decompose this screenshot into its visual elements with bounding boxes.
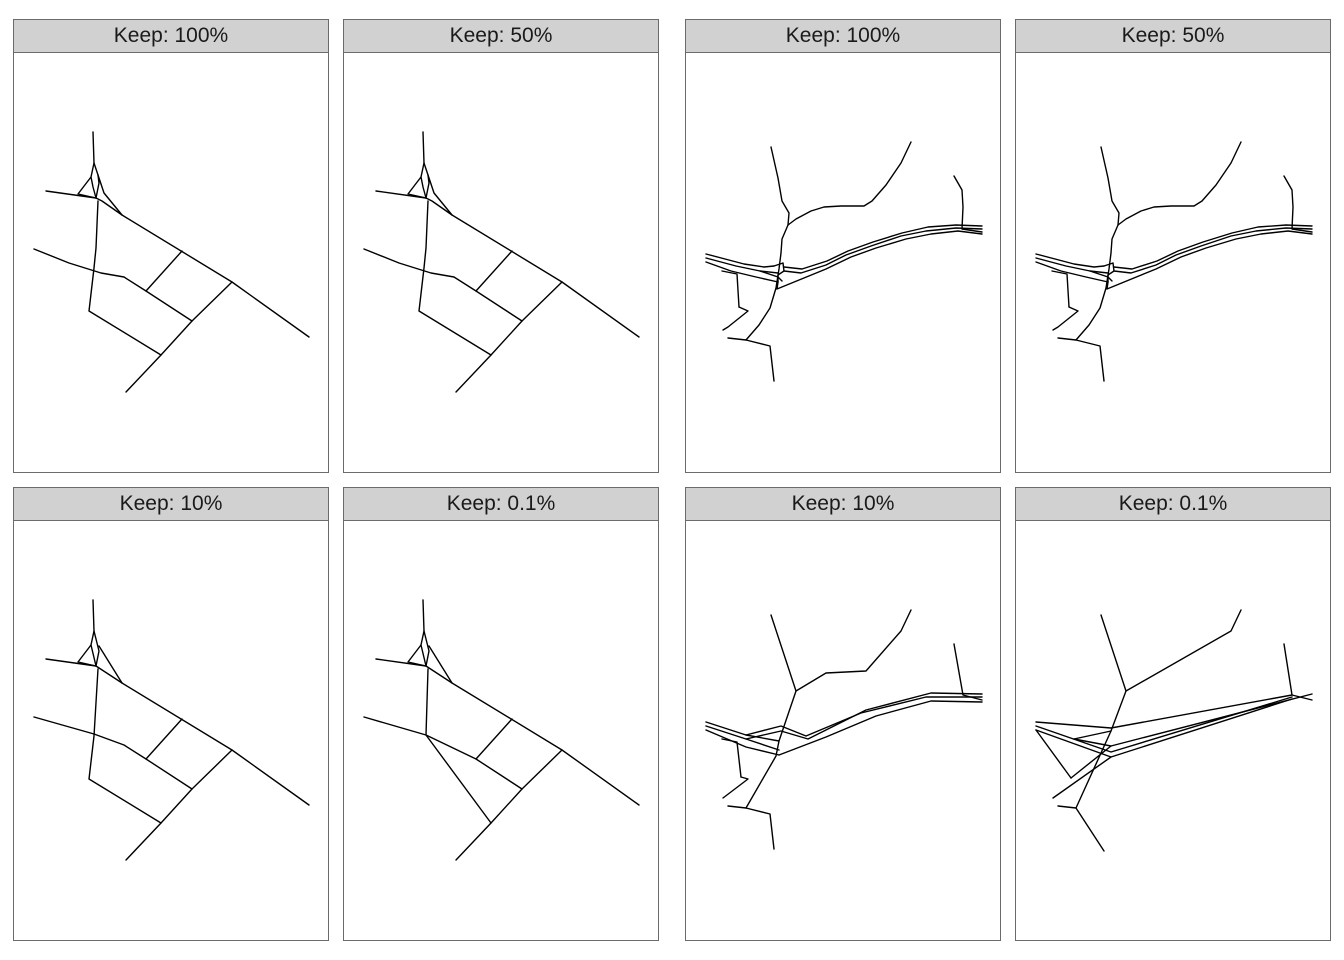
road-network-b-10 <box>705 609 983 850</box>
road-network-b-0-1 <box>1035 609 1313 852</box>
panel-title: Keep: 0.1% <box>344 488 658 521</box>
panel-title: Keep: 0.1% <box>1016 488 1330 521</box>
road-network-a-50 <box>363 131 640 393</box>
road-network-b-50 <box>1035 141 1313 382</box>
panel-title: Keep: 50% <box>1016 20 1330 53</box>
panel-a-keep-50: Keep: 50% <box>343 19 659 473</box>
panel-title: Keep: 50% <box>344 20 658 53</box>
road-network-plot <box>344 53 658 472</box>
panel-b-keep-10: Keep: 10% <box>685 487 1001 941</box>
panel-b-keep-50: Keep: 50% <box>1015 19 1331 473</box>
road-network-plot <box>686 521 1000 940</box>
road-network-a-0-1 <box>363 599 640 861</box>
road-network-b-full <box>705 141 983 382</box>
road-network-a-full <box>33 131 310 393</box>
road-network-plot <box>14 521 328 940</box>
road-network-plot <box>686 53 1000 472</box>
road-network-plot <box>1016 521 1330 940</box>
panel-title: Keep: 10% <box>686 488 1000 521</box>
panel-a-keep-10: Keep: 10% <box>13 487 329 941</box>
panel-title: Keep: 10% <box>14 488 328 521</box>
road-network-a-10 <box>33 599 310 861</box>
road-network-plot <box>14 53 328 472</box>
panel-a-keep-0-1: Keep: 0.1% <box>343 487 659 941</box>
road-network-plot <box>344 521 658 940</box>
panel-b-keep-100: Keep: 100% <box>685 19 1001 473</box>
panel-a-keep-100: Keep: 100% <box>13 19 329 473</box>
road-network-plot <box>1016 53 1330 472</box>
panel-b-keep-0-1: Keep: 0.1% <box>1015 487 1331 941</box>
panel-title: Keep: 100% <box>686 20 1000 53</box>
panel-title: Keep: 100% <box>14 20 328 53</box>
